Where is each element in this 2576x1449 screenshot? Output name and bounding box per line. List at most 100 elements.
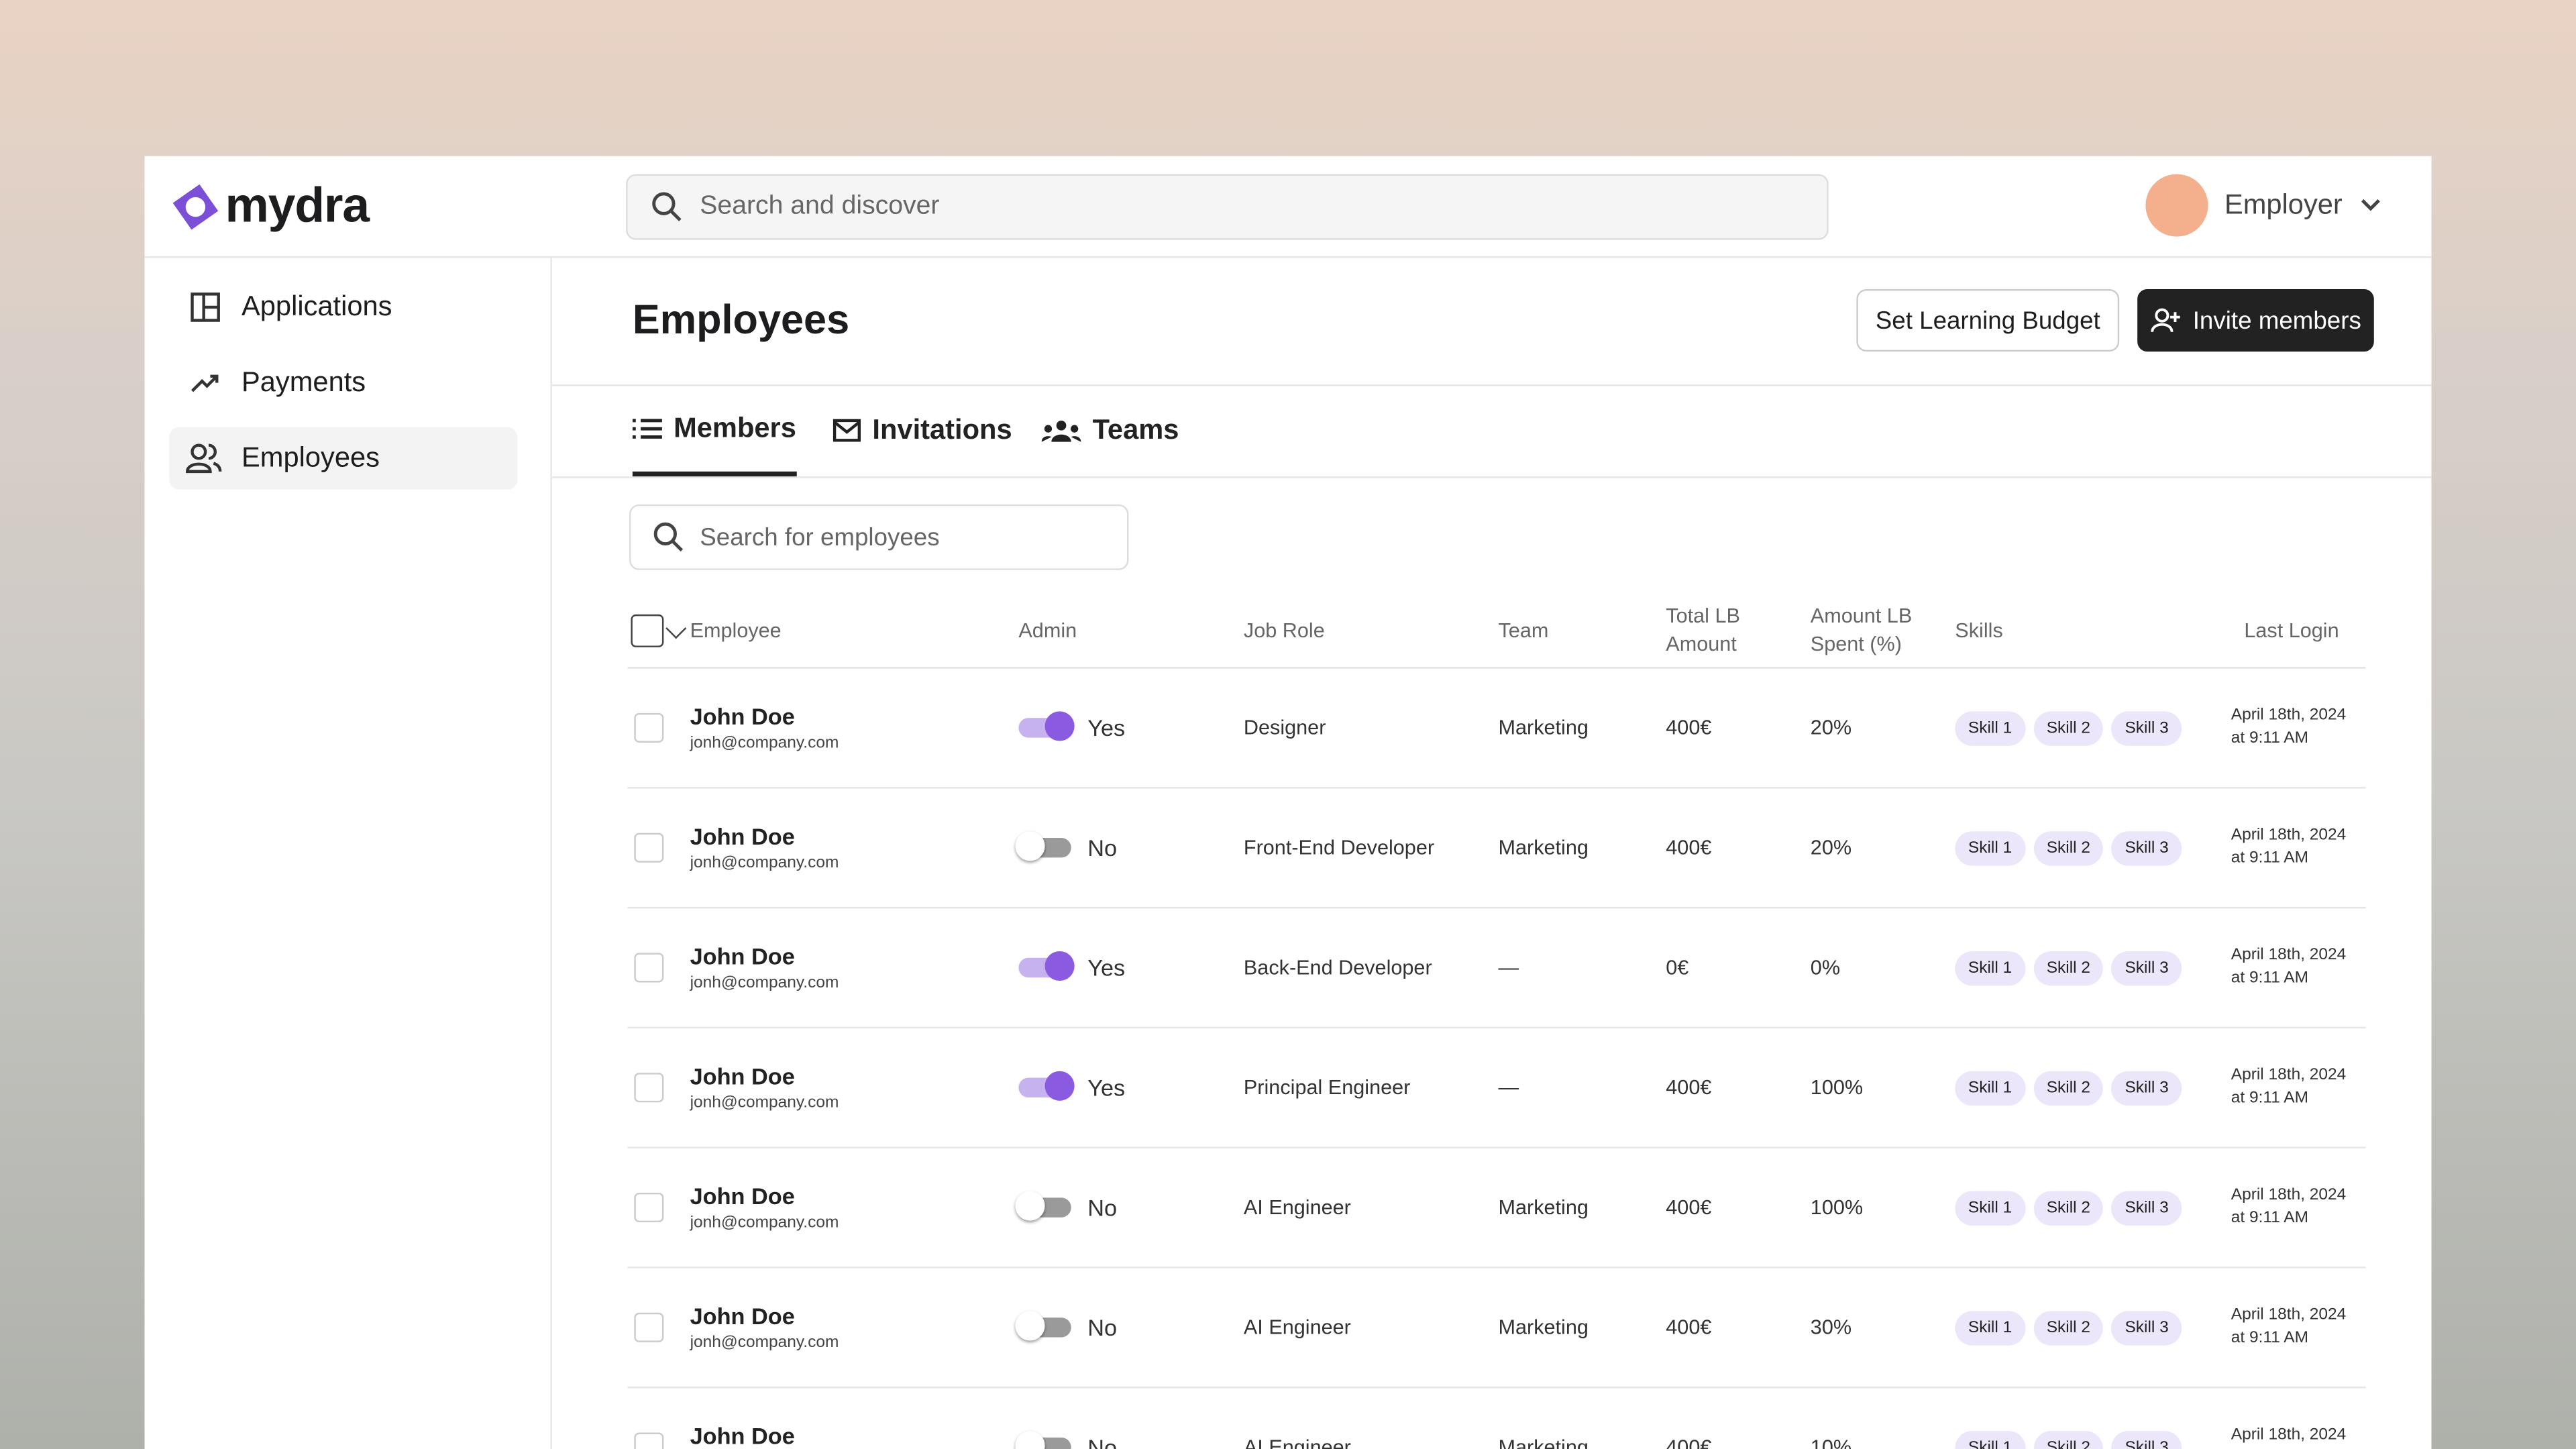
skill-chip: Skill 1 <box>1955 1430 2025 1449</box>
search-icon <box>651 191 684 223</box>
admin-label: No <box>1087 1314 1117 1340</box>
checkbox[interactable] <box>634 1193 663 1222</box>
set-budget-button[interactable]: Set Learning Budget <box>1856 289 2119 352</box>
skill-chip: Skill 3 <box>2112 830 2182 865</box>
tab[interactable]: Teams <box>1042 386 1179 475</box>
admin-toggle[interactable] <box>1018 838 1071 857</box>
skill-chip: Skill 1 <box>1955 1310 2025 1344</box>
tab-active[interactable]: Members <box>633 386 796 477</box>
search-placeholder: Search for employees <box>700 523 939 551</box>
total-cell: 400€ <box>1666 1076 1811 1099</box>
nav-item[interactable]: Applications <box>169 276 517 338</box>
employee-name: John Doe <box>690 1063 1019 1089</box>
employee-name: John Doe <box>690 1423 1019 1449</box>
nav-item-active[interactable]: Employees <box>169 427 517 490</box>
skills-cell: Skill 1 Skill 2 Skill 3 <box>1955 1430 2244 1449</box>
admin-toggle[interactable] <box>1018 1078 1071 1097</box>
admin-toggle[interactable] <box>1018 718 1071 737</box>
tab-icon <box>833 419 861 441</box>
nav-icon <box>189 366 222 399</box>
table-row: John Doejonh@company.comYesPrincipal Eng… <box>628 1028 2366 1148</box>
admin-cell: Yes <box>1018 714 1244 741</box>
employee-email: jonh@company.com <box>690 854 1019 872</box>
admin-label: Yes <box>1087 714 1125 741</box>
checkbox[interactable] <box>634 1073 663 1102</box>
header: mydra Search and discover Employer <box>145 156 2432 258</box>
role-cell: Principal Engineer <box>1244 1076 1499 1099</box>
spent-cell: 20% <box>1811 837 1955 859</box>
last-login-line: at 9:11 AM <box>2231 1328 2366 1350</box>
table-row: John Doejonh@company.comNoAI EngineerMar… <box>628 1148 2366 1269</box>
last-login-cell: April 18th, 2024at 9:11 AM <box>2231 1185 2366 1231</box>
tab-icon <box>633 417 662 440</box>
checkbox[interactable] <box>631 614 663 647</box>
admin-toggle[interactable] <box>1018 1438 1071 1449</box>
employee-name: John Doe <box>690 1303 1019 1329</box>
spent-cell: 10% <box>1811 1436 1955 1449</box>
user-name: Employer <box>2224 189 2343 222</box>
last-login-line: April 18th, 2024 <box>2231 824 2366 847</box>
invite-button[interactable]: Invite members <box>2137 289 2374 352</box>
logo[interactable]: mydra <box>169 179 369 235</box>
last-login-cell: April 18th, 2024at 9:11 AM <box>2231 1065 2366 1111</box>
spent-cell: 30% <box>1811 1316 1955 1339</box>
total-cell: 0€ <box>1666 956 1811 979</box>
tab-icon <box>1042 419 1081 441</box>
chevron <box>2359 197 2381 213</box>
skill-chip: Skill 1 <box>1955 1071 2025 1105</box>
admin-label: Yes <box>1087 955 1125 981</box>
tab[interactable]: Invitations <box>833 386 1012 475</box>
table-row: John Doejonh@company.comNoAI EngineerMar… <box>628 1269 2366 1389</box>
toggle-knob <box>1045 711 1075 741</box>
nav-item[interactable]: Payments <box>169 352 517 414</box>
total-cell: 400€ <box>1666 837 1811 859</box>
employee-email: jonh@company.com <box>690 1214 1019 1232</box>
admin-cell: No <box>1018 835 1244 861</box>
checkbox[interactable] <box>634 1433 663 1449</box>
table-row: John Doemarta@studentfinance.comNoAI Eng… <box>628 1388 2366 1449</box>
skills-cell: Skill 1Skill 2Skill 3 <box>1955 951 2244 985</box>
last-login-cell: April 18th, 2024at 9:11 AM <box>2231 945 2366 991</box>
employee-search[interactable]: Search for employees <box>629 504 1128 570</box>
last-login-cell: April 18th, 2024at 9:11 AM <box>2231 1305 2366 1351</box>
skill-chip: Skill 3 <box>2112 1310 2182 1344</box>
admin-toggle[interactable] <box>1018 1197 1071 1217</box>
skill-chip: Skill 2 <box>2033 1430 2104 1449</box>
employee-cell: John Doe jonh@company.com <box>690 823 1019 872</box>
admin-toggle[interactable] <box>1018 958 1071 977</box>
column-header: Employee <box>690 617 1019 645</box>
avatar <box>2145 174 2208 237</box>
checkbox[interactable] <box>634 713 663 743</box>
role-cell: AI Engineer <box>1244 1436 1499 1449</box>
select-all[interactable] <box>628 614 690 647</box>
role-cell: Designer <box>1244 716 1499 739</box>
skill-chip: Skill 3 <box>2112 951 2182 985</box>
toggle-knob <box>1015 1191 1044 1221</box>
checkbox[interactable] <box>634 953 663 982</box>
employee-table: EmployeeAdminJob RoleTeamTotal LB Amount… <box>628 595 2366 1449</box>
user-menu[interactable]: Employer <box>2145 174 2381 237</box>
nav-label: Applications <box>241 290 392 323</box>
employee-cell: John Doejonh@company.com <box>690 1183 1019 1232</box>
total-cell: 400€ <box>1666 1316 1811 1339</box>
checkbox[interactable] <box>634 1313 663 1342</box>
skill-chip: Skill 3 <box>2112 710 2182 745</box>
toggle-knob <box>1015 1311 1044 1340</box>
team-cell: Marketing <box>1498 1436 1666 1449</box>
employee-email: jonh@company.com <box>690 974 1019 992</box>
search-placeholder: Search and discover <box>700 193 939 222</box>
skills-cell: Skill 1Skill 2Skill 3 <box>1955 1071 2244 1105</box>
admin-label: No <box>1087 1434 1117 1449</box>
total-cell: 400€ <box>1666 1436 1811 1449</box>
button-label: Invite members <box>2193 307 2361 335</box>
employee-name: John Doe <box>690 823 1019 849</box>
skill-chip: Skill 1 <box>1955 830 2025 865</box>
global-search[interactable]: Search and discover <box>626 174 1829 240</box>
spent-cell: 20% <box>1811 716 1955 739</box>
checkbox[interactable] <box>634 833 663 863</box>
admin-toggle[interactable] <box>1018 1318 1071 1337</box>
employee-email: jonh@company.com <box>690 735 1019 753</box>
toggle-knob <box>1045 951 1075 981</box>
skill-chip: Skill 3 <box>2112 1430 2182 1449</box>
